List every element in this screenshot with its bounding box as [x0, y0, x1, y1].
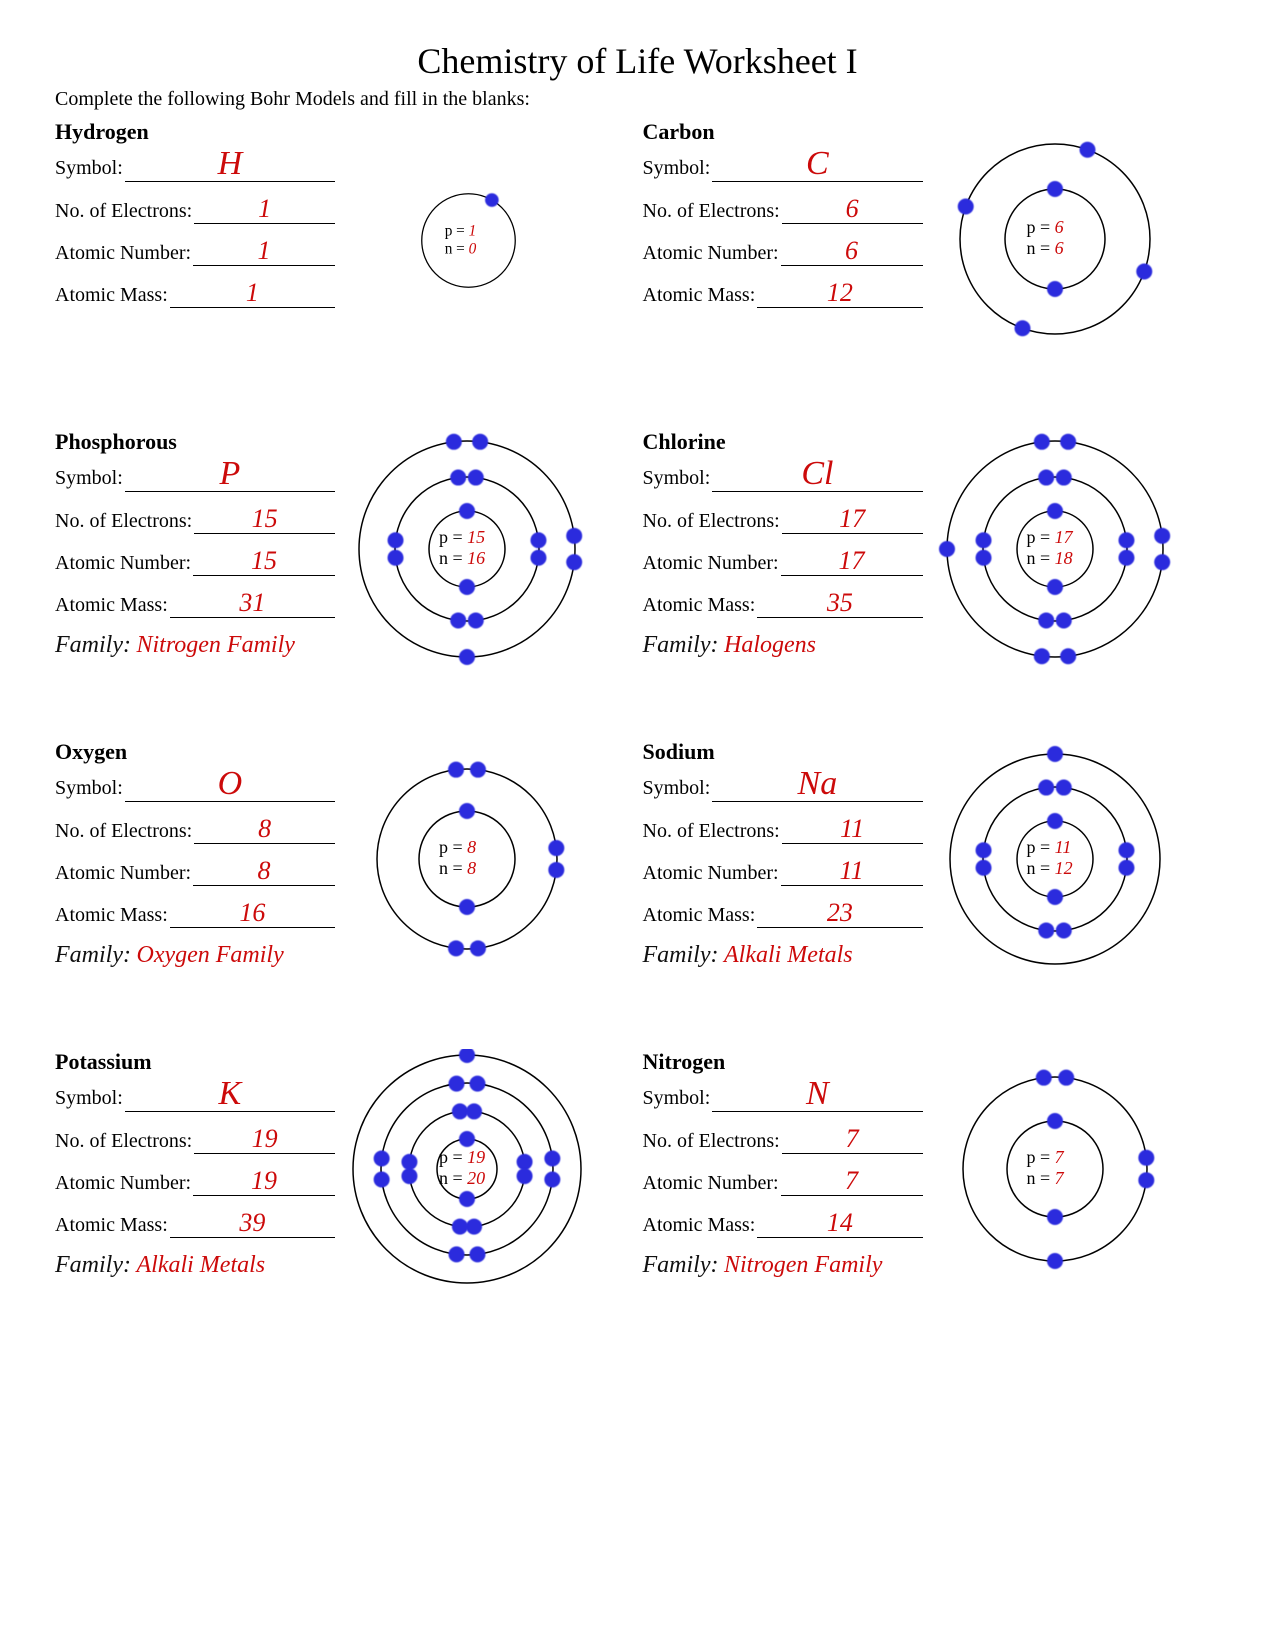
nucleus-label: p = 1 n = 0 — [445, 222, 477, 258]
nucleus-label: p = 17 n = 18 — [1027, 527, 1073, 569]
field-electrons: No. of Electrons:6 — [643, 196, 923, 224]
element-name: Nitrogen — [643, 1049, 923, 1075]
bohr-diagram: p = 19 n = 20 — [347, 1049, 607, 1309]
element-block: HydrogenSymbol:H No. of Electrons:1 Atomic… — [55, 119, 633, 379]
field-atomic_number: Atomic Number:15 — [55, 548, 335, 576]
element-info: PotassiumSymbol:K No. of Electrons:19 Atom… — [55, 1049, 335, 1279]
element-name: Hydrogen — [55, 119, 335, 145]
field-symbol: Symbol:O — [55, 767, 335, 802]
field-atomic_mass: Atomic Mass:39 — [55, 1210, 335, 1238]
field-symbol: Symbol:C — [643, 147, 923, 182]
element-block: NitrogenSymbol:N No. of Electrons:7 Atomic… — [643, 1049, 1221, 1309]
family-line: Family: Halogens — [643, 632, 923, 659]
field-atomic_mass: Atomic Mass:35 — [643, 590, 923, 618]
field-symbol: Symbol:K — [55, 1077, 335, 1112]
field-atomic_mass: Atomic Mass:23 — [643, 900, 923, 928]
field-symbol: Symbol:Cl — [643, 457, 923, 492]
family-line: Family: Alkali Metals — [55, 1252, 335, 1279]
element-info: CarbonSymbol:C No. of Electrons:6 Atomic N… — [643, 119, 923, 322]
element-block: OxygenSymbol:O No. of Electrons:8 Atomic N… — [55, 739, 633, 999]
elements-grid: HydrogenSymbol:H No. of Electrons:1 Atomic… — [55, 119, 1220, 1309]
field-electrons: No. of Electrons:1 — [55, 196, 335, 224]
bohr-diagram: p = 7 n = 7 — [935, 1049, 1195, 1309]
family-line: Family: Nitrogen Family — [55, 632, 335, 659]
field-electrons: No. of Electrons:15 — [55, 506, 335, 534]
field-atomic_number: Atomic Number:7 — [643, 1168, 923, 1196]
family-line: Family: Nitrogen Family — [643, 1252, 923, 1279]
bohr-diagram: p = 1 n = 0 — [367, 139, 588, 360]
field-electrons: No. of Electrons:8 — [55, 816, 335, 844]
element-info: PhosphorousSymbol:P No. of Electrons:15 At… — [55, 429, 335, 659]
field-electrons: No. of Electrons:17 — [643, 506, 923, 534]
element-info: SodiumSymbol:Na No. of Electrons:11 Atomic… — [643, 739, 923, 969]
field-symbol: Symbol:Na — [643, 767, 923, 802]
bohr-diagram: p = 15 n = 16 — [347, 429, 607, 689]
element-name: Sodium — [643, 739, 923, 765]
element-block: CarbonSymbol:C No. of Electrons:6 Atomic N… — [643, 119, 1221, 379]
nucleus-label: p = 15 n = 16 — [439, 527, 485, 569]
nucleus-label: p = 8 n = 8 — [439, 837, 476, 879]
field-atomic_number: Atomic Number:11 — [643, 858, 923, 886]
element-name: Phosphorous — [55, 429, 335, 455]
field-atomic_number: Atomic Number:8 — [55, 858, 335, 886]
family-line: Family: Oxygen Family — [55, 942, 335, 969]
field-atomic_mass: Atomic Mass:12 — [643, 280, 923, 308]
element-block: ChlorineSymbol:Cl No. of Electrons:17 Atom… — [643, 429, 1221, 689]
field-symbol: Symbol:P — [55, 457, 335, 492]
element-info: ChlorineSymbol:Cl No. of Electrons:17 Atom… — [643, 429, 923, 659]
element-name: Oxygen — [55, 739, 335, 765]
field-electrons: No. of Electrons:19 — [55, 1126, 335, 1154]
nucleus-label: p = 7 n = 7 — [1027, 1147, 1064, 1189]
instructions: Complete the following Bohr Models and f… — [55, 88, 1220, 111]
element-block: SodiumSymbol:Na No. of Electrons:11 Atomic… — [643, 739, 1221, 999]
element-name: Chlorine — [643, 429, 923, 455]
field-atomic_number: Atomic Number:1 — [55, 238, 335, 266]
element-block: PotassiumSymbol:K No. of Electrons:19 Atom… — [55, 1049, 633, 1309]
field-symbol: Symbol:N — [643, 1077, 923, 1112]
nucleus-label: p = 6 n = 6 — [1027, 217, 1064, 259]
nucleus-label: p = 19 n = 20 — [439, 1147, 485, 1189]
field-atomic_number: Atomic Number:6 — [643, 238, 923, 266]
element-info: NitrogenSymbol:N No. of Electrons:7 Atomic… — [643, 1049, 923, 1279]
element-info: HydrogenSymbol:H No. of Electrons:1 Atomic… — [55, 119, 335, 322]
family-line: Family: Alkali Metals — [643, 942, 923, 969]
field-electrons: No. of Electrons:11 — [643, 816, 923, 844]
element-name: Potassium — [55, 1049, 335, 1075]
field-symbol: Symbol:H — [55, 147, 335, 182]
field-atomic_mass: Atomic Mass:16 — [55, 900, 335, 928]
bohr-diagram: p = 17 n = 18 — [935, 429, 1195, 689]
nucleus-label: p = 11 n = 12 — [1027, 837, 1073, 879]
element-info: OxygenSymbol:O No. of Electrons:8 Atomic N… — [55, 739, 335, 969]
field-atomic_mass: Atomic Mass:14 — [643, 1210, 923, 1238]
field-atomic_mass: Atomic Mass:31 — [55, 590, 335, 618]
bohr-diagram: p = 6 n = 6 — [935, 119, 1195, 379]
field-atomic_mass: Atomic Mass:1 — [55, 280, 335, 308]
bohr-diagram: p = 11 n = 12 — [935, 739, 1195, 999]
field-atomic_number: Atomic Number:19 — [55, 1168, 335, 1196]
field-electrons: No. of Electrons:7 — [643, 1126, 923, 1154]
element-block: PhosphorousSymbol:P No. of Electrons:15 At… — [55, 429, 633, 689]
page-title: Chemistry of Life Worksheet I — [55, 40, 1220, 82]
field-atomic_number: Atomic Number:17 — [643, 548, 923, 576]
bohr-diagram: p = 8 n = 8 — [347, 739, 607, 999]
element-name: Carbon — [643, 119, 923, 145]
